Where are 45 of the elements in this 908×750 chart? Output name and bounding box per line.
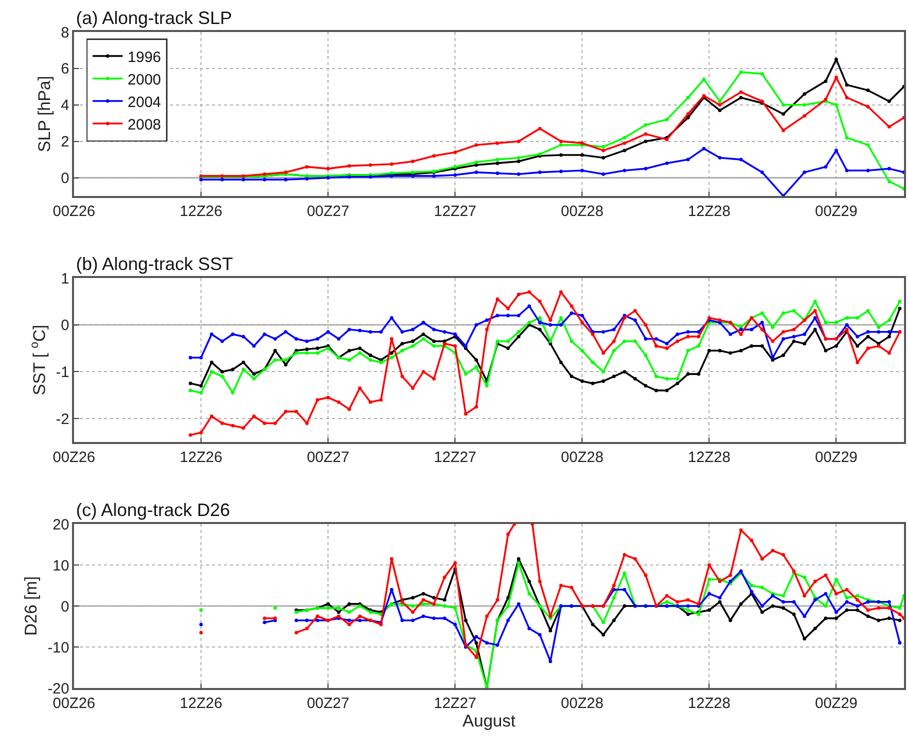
chart-title: (c) Along-track D26 (76, 500, 230, 520)
legend-label: 2008 (128, 116, 162, 134)
legend-label: 1996 (128, 48, 162, 66)
y-tick-label: 20 (52, 516, 70, 534)
x-tick-label: 00Z28 (560, 448, 604, 466)
y-tick-label: -10 (48, 639, 70, 656)
y-tick-label: 0 (60, 170, 70, 188)
x-tick-label: 12Z27 (434, 202, 476, 220)
y-tick-label: -20 (48, 680, 70, 698)
x-tick-label: 00Z28 (560, 202, 604, 220)
y-tick-label: 0 (60, 317, 70, 334)
x-tick-label: 12Z26 (180, 202, 222, 220)
x-tick-label: 12Z26 (180, 448, 222, 466)
x-tick-label: 00Z26 (52, 448, 96, 466)
y-tick-label: 10 (52, 557, 70, 574)
y-tick-label: -1 (56, 364, 70, 381)
x-tick-label: 00Z28 (560, 694, 604, 712)
y-tick-label: 6 (60, 60, 70, 78)
legend-label: 2000 (128, 71, 162, 88)
x-tick-label: 00Z29 (814, 448, 858, 466)
x-tick-label: 12Z28 (688, 694, 730, 712)
chart-title: (b) Along-track SST (76, 254, 234, 274)
y-axis-title: SLP [hPa] (34, 76, 54, 152)
x-axis-title: August (462, 712, 516, 731)
y-tick-label: 2 (60, 134, 70, 151)
x-tick-label: 00Z27 (306, 694, 350, 712)
x-tick-label: 12Z27 (434, 448, 476, 466)
y-axis-title: D26 [m] (22, 576, 41, 636)
x-tick-label: 12Z27 (434, 694, 476, 712)
x-tick-label: 00Z29 (814, 694, 858, 712)
x-tick-label: 00Z26 (52, 694, 96, 712)
x-tick-label: 12Z26 (180, 694, 222, 712)
x-tick-label: 12Z28 (688, 202, 730, 220)
y-tick-label: 1 (60, 270, 70, 288)
y-tick-label: 0 (60, 598, 70, 616)
legend-label: 2004 (128, 94, 162, 111)
x-tick-label: 00Z27 (306, 202, 350, 220)
x-tick-label: 12Z28 (688, 448, 730, 466)
chart-title: (a) Along-track SLP (76, 8, 232, 28)
x-tick-label: 00Z26 (52, 202, 96, 220)
x-tick-label: 00Z29 (814, 202, 858, 220)
y-tick-label: 4 (60, 97, 70, 114)
y-tick-label: 8 (60, 24, 70, 42)
x-tick-label: 00Z27 (306, 448, 350, 466)
y-tick-label: -2 (56, 410, 70, 428)
